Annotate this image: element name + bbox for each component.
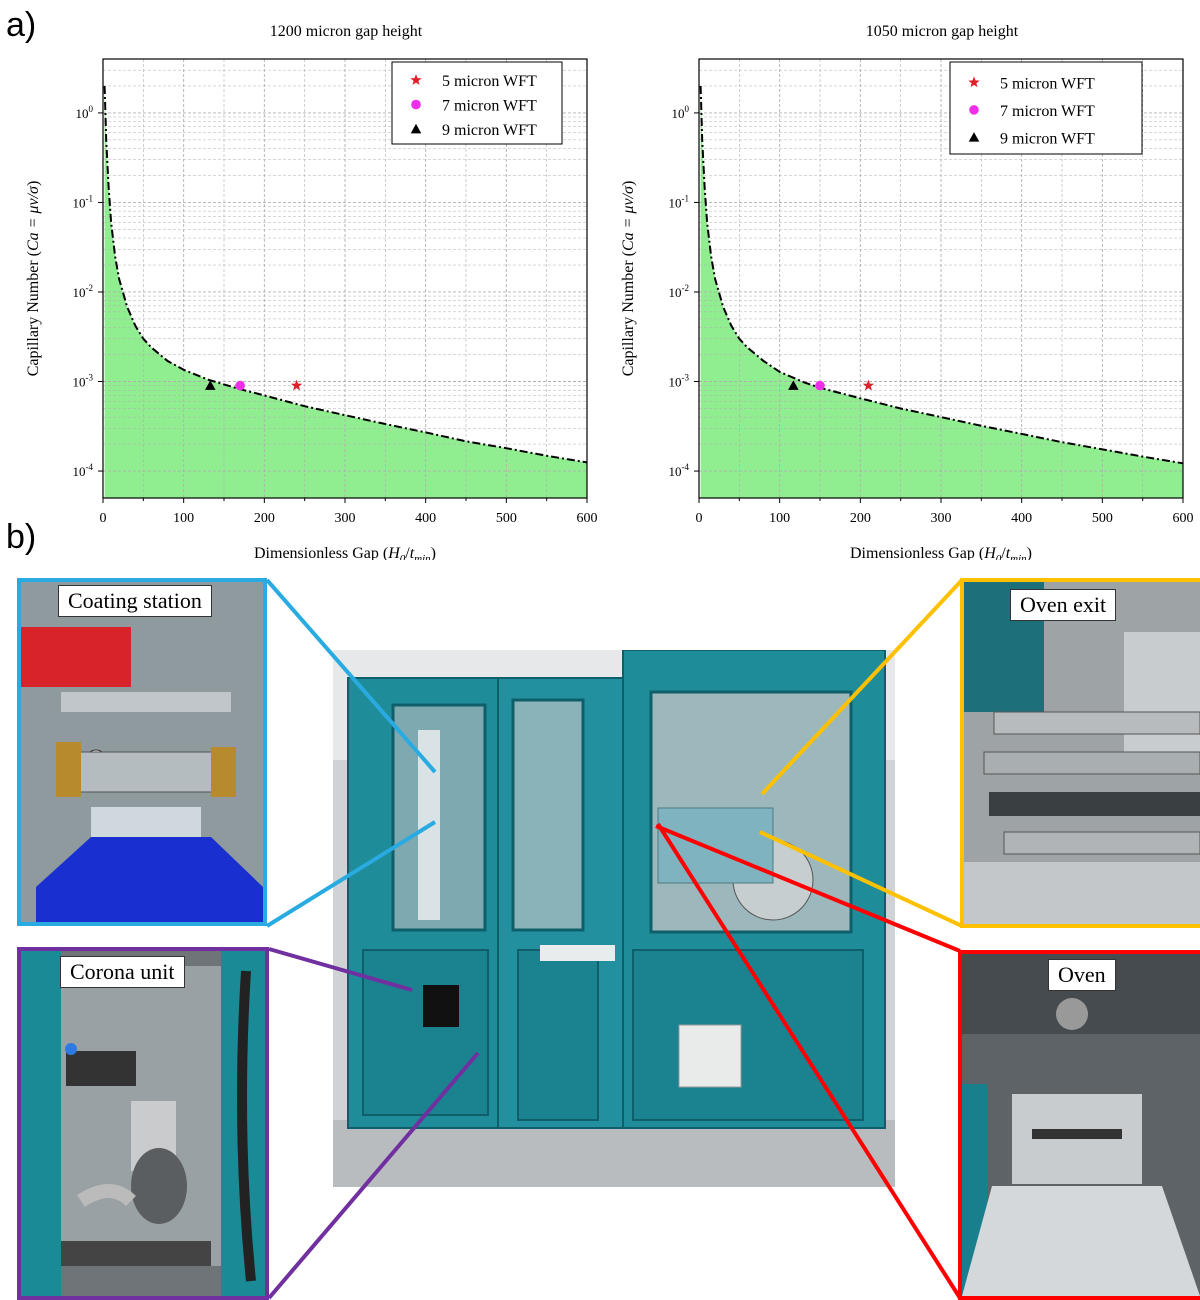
chart2-x-tick-label: 200 bbox=[850, 511, 871, 526]
chart2-x-tick-label: 100 bbox=[769, 511, 790, 526]
chart2-marker-triangle bbox=[788, 380, 799, 390]
chart1-y-tick-label: 100 bbox=[76, 104, 94, 121]
chart1-title: 1200 micron gap height bbox=[270, 23, 423, 40]
chart1-legend-label: 9 micron WFT bbox=[442, 122, 537, 139]
chart1-ylabel: Capillary Number (Ca = μv/σ) bbox=[25, 181, 42, 377]
oven-exit-photo bbox=[960, 578, 1200, 928]
chart2-legend-label: 5 micron WFT bbox=[1000, 75, 1095, 92]
chart1-y-tick-label: 10-4 bbox=[73, 462, 94, 479]
oven-label: Oven bbox=[1048, 959, 1116, 991]
chart2-marker-star bbox=[862, 379, 875, 391]
chart1-marker-triangle bbox=[205, 380, 216, 390]
chart2-feasible-region bbox=[700, 86, 1183, 498]
chart2-y-tick-label: 10-3 bbox=[669, 373, 690, 390]
panel-a-charts: 0 100 200 300 400 500 600 10-4 10-3 10-2 10-1 100 12… bbox=[25, 23, 1194, 560]
machine-photo bbox=[333, 650, 895, 1187]
chart2-y-tick-label: 100 bbox=[672, 104, 690, 121]
chart2-x-tick-label: 300 bbox=[931, 511, 952, 526]
coating-station-label: Coating station bbox=[58, 585, 212, 617]
chart2-marker-circle bbox=[815, 380, 825, 391]
chart2-ylabel: Capillary Number (Ca = μv/σ) bbox=[620, 181, 637, 377]
oven-photo bbox=[958, 950, 1200, 1300]
oven-exit-label: Oven exit bbox=[1010, 589, 1117, 621]
chart2-legend-marker-triangle bbox=[968, 132, 980, 142]
chart1-marker-star bbox=[290, 379, 303, 391]
chart2-x-tick-label: 400 bbox=[1011, 511, 1032, 526]
chart1-x-tick-label: 0 bbox=[100, 511, 107, 526]
chart1-xlabel: Dimensionless Gap (H0/tmin) bbox=[254, 545, 436, 560]
chart1-y-tick-label: 10-3 bbox=[73, 373, 94, 390]
chart2-y-tick-label: 10-2 bbox=[669, 283, 690, 300]
chart1-x-tick-label: 500 bbox=[496, 511, 517, 526]
chart2-x-tick-label: 500 bbox=[1092, 511, 1113, 526]
chart2-y-tick-label: 10-1 bbox=[669, 193, 690, 210]
chart1-legend-label: 7 micron WFT bbox=[442, 98, 537, 115]
chart1-boundary-line bbox=[103, 85, 588, 464]
chart1-legend-label: 5 micron WFT bbox=[442, 73, 537, 90]
chart1-legend-marker-triangle bbox=[410, 123, 422, 134]
coating-station-photo bbox=[17, 578, 267, 926]
chart2-x-tick-label: 600 bbox=[1173, 511, 1194, 526]
chart1-x-tick-label: 300 bbox=[335, 511, 356, 526]
chart1-marker-circle bbox=[235, 380, 245, 391]
chart1-x-tick-label: 600 bbox=[577, 511, 598, 526]
panel-b-label: b) bbox=[6, 518, 37, 556]
chart1-y-tick-label: 10-2 bbox=[73, 283, 94, 300]
chart2-legend-label: 7 micron WFT bbox=[1000, 103, 1095, 120]
chart2-legend-marker-circle bbox=[969, 105, 979, 115]
corona-unit-photo bbox=[17, 947, 269, 1300]
chart1-x-tick-label: 200 bbox=[254, 511, 275, 526]
chart2-legend-label: 9 micron WFT bbox=[1000, 130, 1095, 147]
chart1-feasible-region bbox=[104, 86, 587, 498]
panel-a-label: a) bbox=[6, 6, 37, 44]
chart1-y-tick-label: 10-1 bbox=[73, 193, 94, 210]
chart1-legend-marker-star bbox=[410, 74, 422, 85]
chart2-xlabel: Dimensionless Gap (H0/tmin) bbox=[850, 545, 1032, 560]
chart2-y-tick-label: 10-4 bbox=[669, 462, 690, 479]
chart1-x-tick-label: 400 bbox=[415, 511, 436, 526]
chart1-legend-marker-circle bbox=[411, 99, 421, 110]
chart2-boundary-line bbox=[699, 85, 1184, 465]
chart1-x-tick-label: 100 bbox=[173, 511, 194, 526]
corona-unit-label: Corona unit bbox=[60, 956, 185, 988]
chart2-legend-box bbox=[949, 61, 1143, 155]
chart2-x-tick-label: 0 bbox=[696, 511, 703, 526]
chart2-legend-marker-star bbox=[968, 76, 980, 88]
chart2-title: 1050 micron gap height bbox=[866, 23, 1019, 40]
